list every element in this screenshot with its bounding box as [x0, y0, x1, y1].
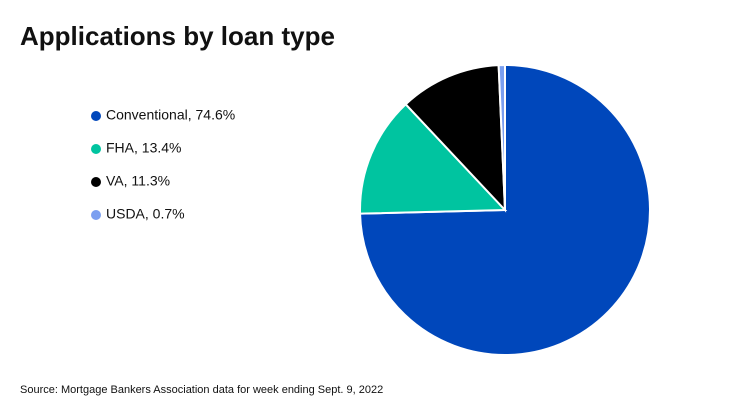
chart-title: Applications by loan type [20, 21, 335, 51]
legend-marker [91, 144, 101, 154]
pie-slice [359, 102, 508, 215]
legend-label: FHA, 13.4% [106, 140, 181, 156]
legend-marker [91, 111, 101, 121]
legend-marker [91, 177, 101, 187]
pie-slice [497, 63, 506, 211]
pie-slice [404, 64, 507, 213]
source-note: Source: Mortgage Bankers Association dat… [20, 384, 383, 396]
legend-marker [91, 210, 101, 220]
legend-label: VA, 11.3% [106, 173, 170, 189]
legend-label: USDA, 0.7% [106, 206, 185, 222]
legend-label: Conventional, 74.6% [106, 107, 235, 123]
